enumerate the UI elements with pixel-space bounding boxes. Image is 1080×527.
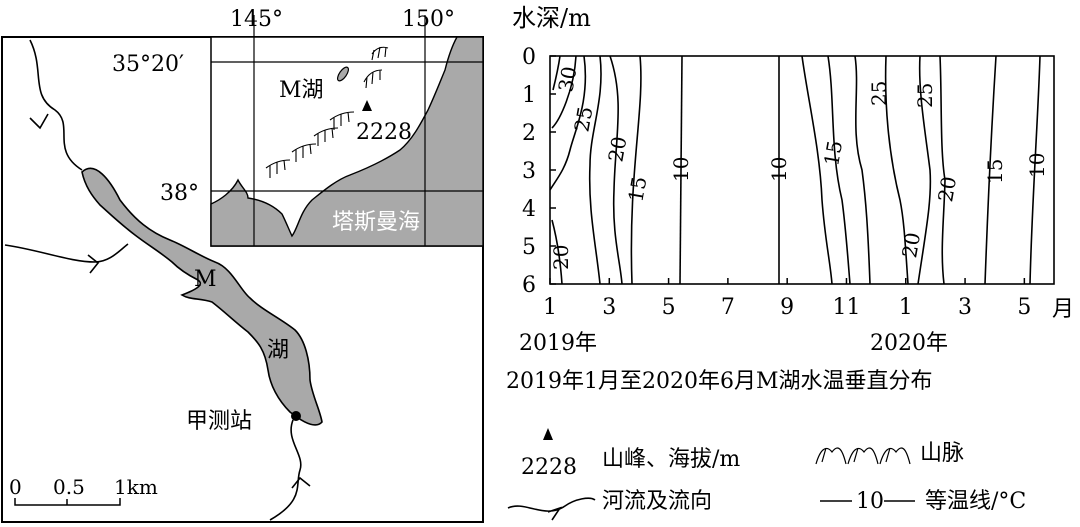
scale-one: 1km <box>114 475 158 499</box>
y-tick-label: 4 <box>522 197 536 222</box>
isotherm-10-right <box>1029 55 1041 285</box>
isotherm-15-right-b <box>984 55 997 285</box>
contour-label: 20 <box>603 135 631 164</box>
lake-label-m: M <box>194 267 217 292</box>
contour-label: 15 <box>819 138 847 167</box>
contour-label: 25 <box>867 81 891 106</box>
legend-river-label: 河流及流向 <box>602 489 712 514</box>
x-tick-label: 9 <box>780 295 794 320</box>
contour-label: 20 <box>897 230 925 259</box>
river-arrow-icon <box>291 476 311 489</box>
legend-peak-elevation: 2228 <box>521 455 577 480</box>
isotherm-25-right-a <box>854 55 871 285</box>
isotherm-25-a <box>551 55 577 129</box>
year-2019: 2019年 <box>519 331 597 356</box>
x-tick-label: 1 <box>543 295 557 320</box>
station-dot <box>291 411 301 421</box>
river-arrow-icon <box>29 113 49 130</box>
x-ticks: 1 3 5 7 9 11 1 3 5 <box>543 278 1031 320</box>
peak-elevation: 2228 <box>356 120 412 145</box>
inset-map: 145° 150° 35°20′ 38° M湖 2228 塔斯曼海 <box>112 7 484 247</box>
x-tick-label: 5 <box>1017 295 1031 320</box>
contour-label: 30 <box>553 65 581 94</box>
y-tick-label: 2 <box>522 121 536 146</box>
contour-label: 15 <box>623 175 651 204</box>
station-label: 甲测站 <box>186 409 252 434</box>
chart-title: 2019年1月至2020年6月M湖水温垂直分布 <box>506 369 933 394</box>
x-tick-label: 5 <box>662 295 676 320</box>
y-tick-label: 6 <box>522 273 536 298</box>
contour-label: 10 <box>767 157 791 182</box>
isotherm-20-bottom <box>551 219 563 285</box>
lake-m <box>81 167 323 426</box>
legend-peak-icon <box>543 428 553 440</box>
y-tick-label: 1 <box>522 83 536 108</box>
river <box>4 243 129 263</box>
river <box>269 419 302 521</box>
plot-frame <box>549 55 1055 285</box>
peak-icon <box>362 100 372 111</box>
legend-isotherm-label: 等温线/°C <box>925 489 1026 514</box>
contour-label: 20 <box>933 174 961 203</box>
lon-label-145: 145° <box>230 7 283 32</box>
lon-label-150: 150° <box>402 7 455 32</box>
contour-labels: 30 25 20 15 10 10 15 25 25 20 20 15 10 2… <box>549 65 1049 270</box>
inset-grid <box>211 15 483 246</box>
contour-label: 10 <box>669 157 693 182</box>
x-tick-label: 11 <box>832 295 860 320</box>
contour-label: 20 <box>549 245 573 270</box>
isotherm-15-loop <box>588 55 602 285</box>
scale-half: 0.5 <box>53 475 85 499</box>
isotherm-10-b <box>679 55 683 285</box>
y-tick-label: 5 <box>522 235 536 260</box>
inset-lake-m <box>336 66 350 82</box>
year-2020: 2020年 <box>870 331 948 356</box>
contour-label: 10 <box>1025 153 1049 178</box>
isotherm-25-right-b <box>884 55 909 285</box>
legend-mountain-label: 山脉 <box>920 441 964 466</box>
x-tick-label: 1 <box>899 295 913 320</box>
isotherm-20-right-b <box>917 55 932 285</box>
legend-river-icon <box>507 497 596 521</box>
legend-mountain-icon <box>815 447 911 465</box>
river <box>29 39 83 171</box>
x-tick-label: 7 <box>721 295 735 320</box>
lat-label-38: 38° <box>160 181 199 206</box>
y-tick-label: 3 <box>522 159 536 184</box>
lake-label-hu: 湖 <box>267 338 289 363</box>
sea-area <box>210 36 484 247</box>
legend: 2228 山峰、海拔/m 山脉 河流及流向 10 等温线/°C <box>507 428 1026 521</box>
isotherm-20-right-c <box>939 55 946 285</box>
inset-lake-label: M湖 <box>279 78 324 103</box>
y-ticks: 0 1 2 3 4 5 6 <box>522 45 556 298</box>
contour-label: 25 <box>913 83 937 108</box>
isotherms <box>549 55 1041 285</box>
x-tick-label: 3 <box>602 295 616 320</box>
isotherm-30 <box>552 55 561 91</box>
y-tick-label: 0 <box>522 45 536 70</box>
scale-bar: 0 0.5 1km <box>9 475 158 506</box>
x-tick-label: 3 <box>958 295 972 320</box>
y-axis-title: 水深/m <box>512 4 591 32</box>
sea-label: 塔斯曼海 <box>332 210 420 235</box>
lat-label-3520: 35°20′ <box>112 52 184 77</box>
isotherm-20-left <box>549 55 587 191</box>
river-arrow-icon <box>87 254 100 274</box>
contour-label: 25 <box>569 105 597 134</box>
scale-zero: 0 <box>9 475 22 499</box>
x-unit: 月 <box>1052 297 1074 322</box>
legend-isotherm-value: 10 <box>856 489 884 514</box>
isotherm-20-right-a <box>827 55 851 285</box>
contour-label: 15 <box>983 159 1007 184</box>
isotherm-15 <box>609 55 623 285</box>
isotherm-15-right <box>801 55 833 285</box>
isotherm-10-a <box>630 55 642 285</box>
mountain-range-icon <box>265 46 389 178</box>
legend-peak-label: 山峰、海拔/m <box>602 447 740 472</box>
